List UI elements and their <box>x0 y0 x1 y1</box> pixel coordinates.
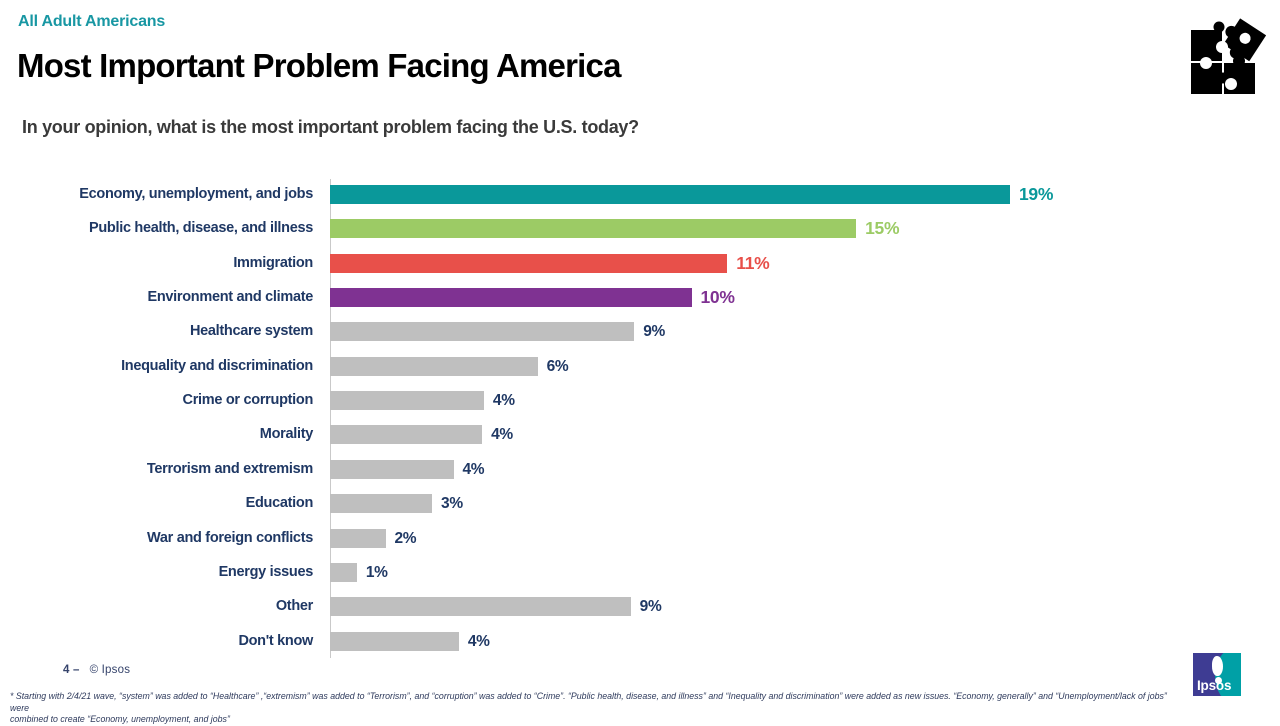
value-label: 3% <box>441 495 463 513</box>
category-label: Don't know <box>238 632 313 649</box>
value-label: 9% <box>643 323 666 341</box>
category-label: Immigration <box>233 254 313 271</box>
chart-row: Crime or corruption 4% <box>30 391 1260 411</box>
bar <box>330 597 631 617</box>
chart-row: War and foreign conflicts 2% <box>30 528 1260 548</box>
chart-row: Other 9% <box>30 597 1260 617</box>
category-label: Inequality and discrimination <box>121 357 313 374</box>
chart-row: Terrorism and extremism 4% <box>30 459 1260 479</box>
value-label: 15% <box>865 218 900 239</box>
value-label: 10% <box>700 287 735 308</box>
bar <box>330 494 432 514</box>
value-label: 1% <box>365 563 388 581</box>
bar <box>330 528 386 548</box>
bar <box>330 322 635 342</box>
footnote-line1: * Starting with 2/4/21 wave, “system” wa… <box>10 691 1167 713</box>
copyright-label: © Ipsos <box>89 664 131 676</box>
category-label: Public health, disease, and illness <box>89 220 313 237</box>
bar <box>330 391 484 411</box>
audience-label: All Adult Americans <box>18 13 166 30</box>
value-label: 2% <box>394 529 417 547</box>
page-title: Most Important Problem Facing America <box>17 47 621 84</box>
chart-row: Education 3% <box>30 494 1260 514</box>
category-label: Environment and climate <box>147 289 313 306</box>
value-label: 4% <box>491 426 513 444</box>
category-label: Economy, unemployment, and jobs <box>79 186 313 202</box>
category-label: Other <box>275 598 313 615</box>
chart-row: Inequality and discrimination 6% <box>30 356 1260 376</box>
bar <box>330 562 357 582</box>
page-number: 4 – <box>63 664 80 676</box>
chart-row: Environment and climate 10% <box>30 287 1260 308</box>
category-label: Healthcare system <box>189 323 313 340</box>
bar <box>330 219 857 239</box>
bar <box>330 288 692 308</box>
value-label: 4% <box>492 392 515 410</box>
category-label: Morality <box>259 426 314 443</box>
logo-head-dot <box>1215 677 1222 684</box>
category-label: Energy issues <box>218 563 314 580</box>
puzzle-pieces-icon <box>1186 14 1267 98</box>
value-label: 4% <box>462 460 485 478</box>
bar <box>330 185 1010 204</box>
chart-axis-line <box>330 179 331 658</box>
bar <box>330 356 538 376</box>
footnote-line2: combined to create “Economy, unemploymen… <box>10 714 230 724</box>
value-label: 9% <box>639 598 662 616</box>
bar <box>330 425 483 445</box>
category-label: Terrorism and extremism <box>146 460 313 477</box>
chart-row: Morality 4% <box>30 425 1260 445</box>
bar <box>330 631 459 651</box>
bar <box>330 459 454 479</box>
value-label: 4% <box>467 632 490 650</box>
value-label: 11% <box>736 252 770 273</box>
chart-row: Healthcare system 9% <box>30 322 1260 342</box>
category-label: Education <box>245 495 314 512</box>
value-label: 6% <box>546 357 569 375</box>
chart-row: Don't know 4% <box>30 631 1260 651</box>
bar <box>330 253 728 273</box>
chart-row: Public health, disease, and illness 15% <box>30 218 1260 239</box>
bar-chart: Economy, unemployment, and jobs 19% Public… <box>30 184 1260 655</box>
ipsos-logo: Ipsos <box>1193 653 1241 696</box>
chart-row: Immigration 11% <box>30 252 1260 273</box>
chart-row: Energy issues 1% <box>30 562 1260 582</box>
survey-question: In your opinion, what is the most import… <box>22 117 639 137</box>
logo-head-shape <box>1212 656 1223 676</box>
category-label: Crime or corruption <box>182 392 314 409</box>
logo-text: Ipsos <box>1197 678 1232 693</box>
footnote: * Starting with 2/4/21 wave, “system” wa… <box>10 691 1175 726</box>
footer-pagination: 4 – © Ipsos <box>63 664 130 676</box>
value-label: 19% <box>1019 184 1054 204</box>
category-label: War and foreign conflicts <box>147 529 313 546</box>
chart-row: Economy, unemployment, and jobs 19% <box>30 184 1260 204</box>
